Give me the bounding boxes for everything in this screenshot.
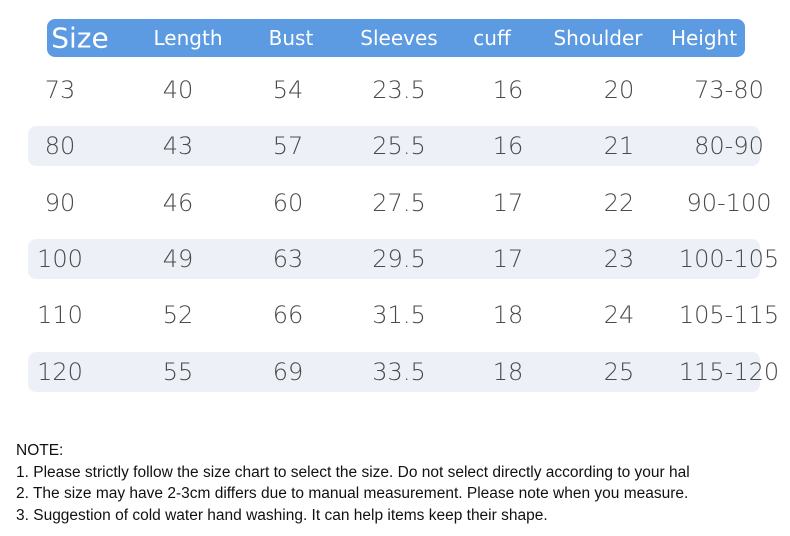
table-cell: 18 <box>492 301 524 329</box>
table-cell: 54 <box>272 76 304 104</box>
table-cell: 69 <box>272 358 304 386</box>
note-item: 3. Suggestion of cold water hand washing… <box>16 506 548 524</box>
size-chart: Size Length Bust Sleeves cuff Shoulder Height 7… <box>28 19 780 392</box>
table-cell: 63 <box>272 245 304 273</box>
header-cell: Sleeves <box>360 26 438 50</box>
table-cell: 31.5 <box>372 301 426 329</box>
header-cell: Shoulder <box>553 26 643 50</box>
table-cell: 73 <box>44 76 76 104</box>
table-cell: 18 <box>492 358 524 386</box>
table-cell: 17 <box>492 245 524 273</box>
table-cell: 23 <box>603 245 635 273</box>
row-stripe <box>28 126 760 166</box>
table-cell: 110 <box>37 301 83 329</box>
table-cell: 25 <box>603 358 635 386</box>
table-cell: 24 <box>603 301 635 329</box>
table-cell: 21 <box>603 132 635 160</box>
table-cell: 100-105 <box>678 245 780 273</box>
table-cell: 40 <box>162 76 194 104</box>
header-cell: Length <box>153 26 223 50</box>
table-cell: 27.5 <box>372 189 426 217</box>
table-cell: 33.5 <box>372 358 426 386</box>
table-cell: 52 <box>162 301 194 329</box>
table-cell: 80 <box>44 132 76 160</box>
table-cell: 66 <box>272 301 304 329</box>
notes-title: NOTE: <box>16 442 64 459</box>
table-cell: 55 <box>162 358 194 386</box>
row-stripe <box>28 239 760 279</box>
table-cell: 16 <box>492 132 524 160</box>
header-cell: Height <box>670 26 738 50</box>
table-cell: 60 <box>272 189 304 217</box>
table-cell: 49 <box>162 245 194 273</box>
table-cell: 23.5 <box>372 76 426 104</box>
table-cell: 120 <box>37 358 83 386</box>
note-item: 2. The size may have 2-3cm differs due t… <box>16 485 689 502</box>
header-cell: Bust <box>268 26 314 50</box>
table-cell: 17 <box>492 189 524 217</box>
header-cell: Size <box>51 21 109 55</box>
table-cell: 29.5 <box>372 245 426 273</box>
table-cell: 22 <box>603 189 635 217</box>
header-bar <box>47 19 745 57</box>
row-stripe <box>28 352 760 392</box>
table-cell: 16 <box>492 76 524 104</box>
table-cell: 90-100 <box>686 189 772 217</box>
table-cell: 43 <box>162 132 194 160</box>
table-cell: 57 <box>272 132 304 160</box>
table-cell: 46 <box>162 189 194 217</box>
table-cell: 20 <box>603 76 635 104</box>
table-cell: 73-80 <box>694 76 764 104</box>
table-cell: 105-115 <box>678 301 780 329</box>
table-cell: 80-90 <box>694 132 764 160</box>
notes: NOTE: 1. Please strictly follow the size… <box>16 440 790 526</box>
table-cell: 115-120 <box>678 358 780 386</box>
table-cell: 25.5 <box>372 132 426 160</box>
table-cell: 90 <box>44 189 76 217</box>
header-cell: cuff <box>473 26 511 50</box>
table-cell: 100 <box>37 245 83 273</box>
note-item: 1. Please strictly follow the size chart… <box>16 463 690 481</box>
